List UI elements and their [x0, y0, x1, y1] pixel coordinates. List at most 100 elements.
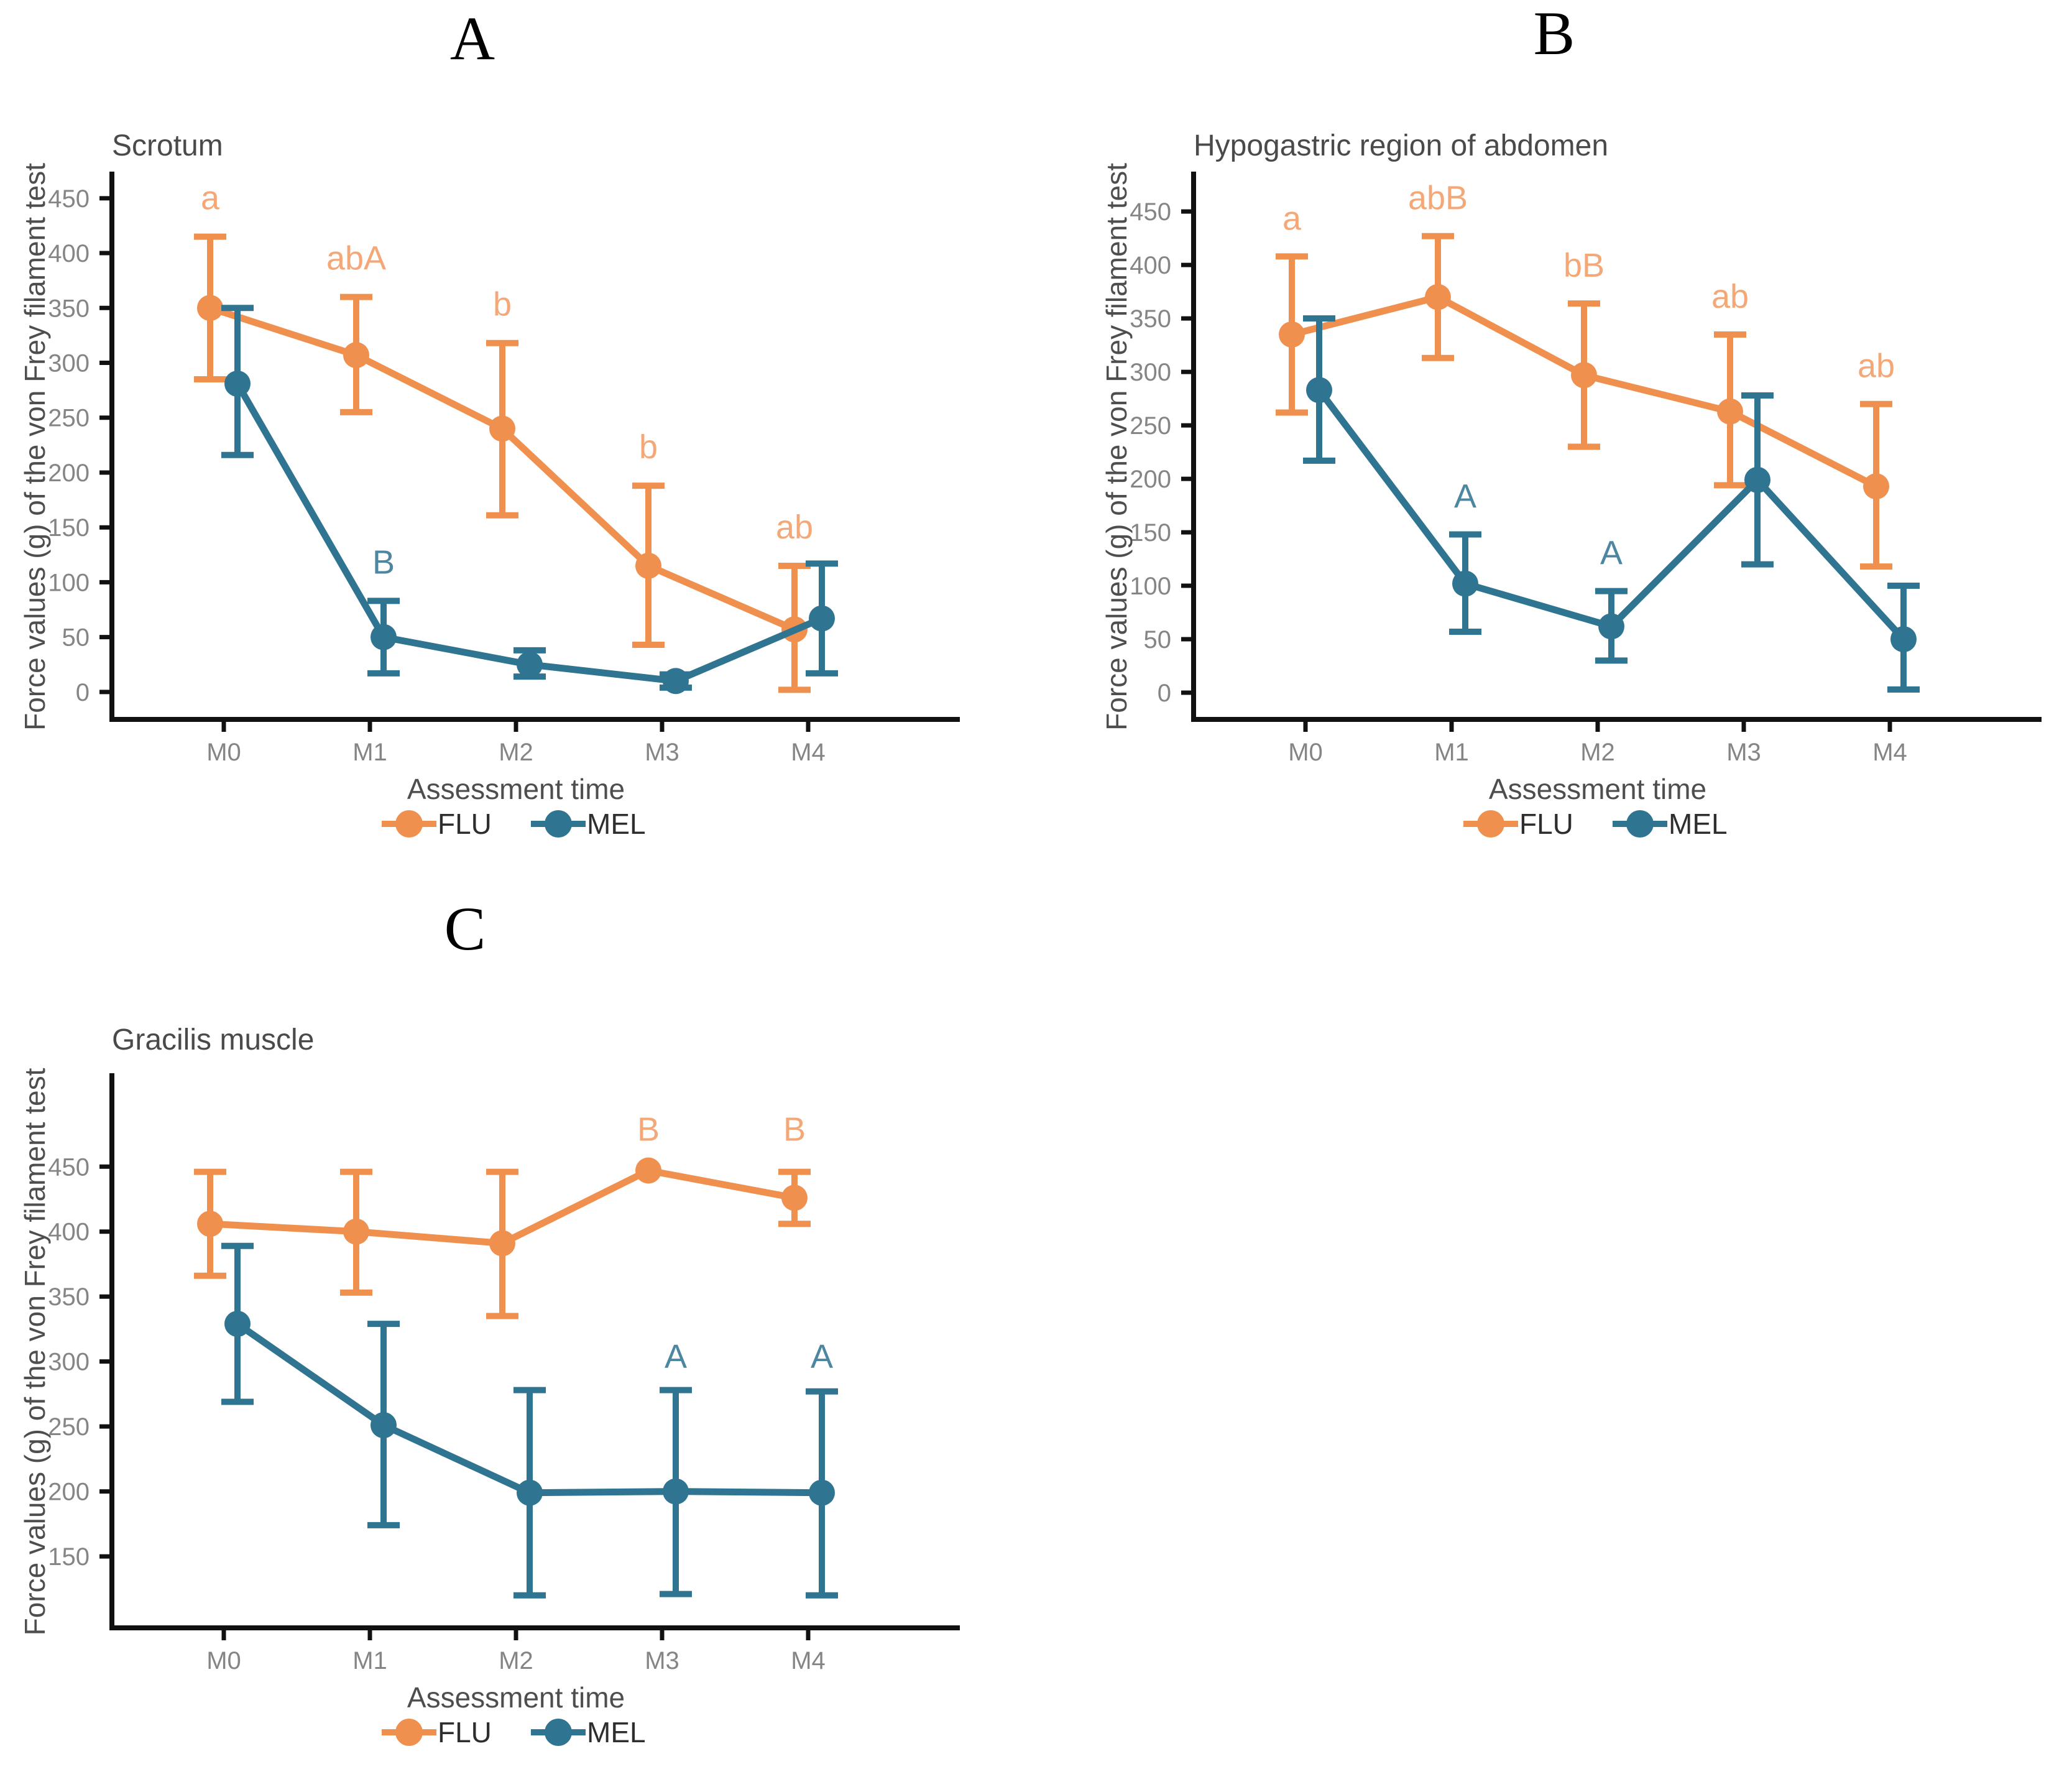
data-point-mel	[224, 371, 251, 397]
y-tick-label: 300	[48, 1349, 90, 1376]
y-tick-label: 450	[1130, 198, 1171, 226]
y-tick-label: 150	[1130, 519, 1171, 547]
y-tick-label: 450	[48, 185, 90, 213]
data-point-flu	[635, 1157, 661, 1184]
significance-letter: a	[201, 179, 220, 216]
y-tick-label: 300	[1130, 359, 1171, 386]
data-point-mel	[371, 1412, 397, 1439]
x-tick-label: M3	[645, 1647, 679, 1674]
y-tick-label: 250	[48, 405, 90, 432]
significance-letter: b	[639, 428, 658, 466]
significance-letter: a	[1282, 200, 1302, 237]
significance-letter: A	[665, 1338, 687, 1375]
data-point-flu	[1717, 398, 1743, 425]
data-point-flu	[343, 342, 369, 369]
legend-key-dot-flu	[1477, 810, 1504, 838]
y-tick-label: 350	[1130, 305, 1171, 333]
data-point-flu	[489, 1230, 515, 1257]
panel-letter-b: B	[1533, 0, 1575, 68]
data-point-mel	[1744, 466, 1770, 493]
significance-letter: B	[637, 1111, 660, 1148]
y-tick-label: 200	[48, 1479, 90, 1506]
significance-letter: A	[1600, 535, 1623, 572]
data-point-flu	[343, 1218, 369, 1245]
data-point-mel	[663, 1478, 689, 1505]
x-tick-label: M4	[791, 739, 826, 766]
x-tick-label: M2	[499, 739, 533, 766]
significance-letter: B	[372, 543, 395, 581]
y-tick-label: 300	[48, 350, 90, 377]
x-axis-title: Assessment time	[1489, 773, 1706, 805]
y-tick-label: 150	[48, 514, 90, 542]
series-line-mel	[234, 382, 824, 685]
y-tick-label: 450	[48, 1153, 90, 1181]
chart-title: Gracilis muscle	[112, 1023, 314, 1056]
x-tick-label: M3	[1726, 739, 1761, 766]
x-tick-label: M2	[1580, 739, 1615, 766]
data-point-flu	[1863, 473, 1889, 500]
y-tick-label: 250	[48, 1413, 90, 1441]
significance-letter: abB	[1408, 180, 1468, 217]
legend-label-flu: FLU	[438, 1716, 492, 1748]
data-point-mel	[809, 605, 835, 632]
y-tick-label: 200	[48, 460, 90, 487]
y-tick-label: 0	[1158, 680, 1171, 707]
data-point-mel	[371, 624, 397, 650]
x-tick-label: M1	[1434, 739, 1469, 766]
hypogastric-line-chart: Hypogastric region of abdomen 0 50 100 150 20…	[1100, 129, 2042, 840]
y-tick-label: 0	[76, 679, 90, 706]
data-point-flu	[197, 1211, 223, 1237]
y-tick-label: 100	[48, 569, 90, 596]
y-axis-title: Force values (g) of the von Frey filamen…	[19, 163, 51, 731]
panel-letter-a: A	[449, 4, 495, 73]
x-tick-label: M4	[1872, 739, 1907, 766]
significance-letter: abA	[326, 240, 386, 277]
chart-scrotum: Scrotum 0 50 100 150 200 250 300 350 400 450 M0 M1 M2…	[19, 106, 970, 861]
x-tick-label: M3	[645, 739, 679, 766]
legend-key-dot-mel	[1626, 810, 1654, 838]
data-point-flu	[1279, 321, 1305, 348]
significance-letter: A	[811, 1338, 833, 1375]
data-point-flu	[1571, 362, 1597, 389]
data-point-mel	[809, 1479, 835, 1506]
data-point-mel	[1452, 570, 1478, 597]
y-tick-label: 50	[62, 624, 90, 652]
data-point-mel	[1306, 377, 1332, 404]
x-tick-label: M4	[791, 1647, 826, 1674]
y-tick-label: 250	[1130, 412, 1171, 440]
y-tick-label: 400	[48, 240, 90, 267]
legend-label-mel: MEL	[587, 1716, 646, 1748]
legend-key-dot-flu	[395, 1719, 423, 1746]
y-axis-title: Force values (g) of the von Frey filamen…	[1100, 163, 1133, 731]
significance-letter: A	[1454, 478, 1476, 515]
y-tick-label: 400	[48, 1219, 90, 1246]
data-point-flu	[1425, 284, 1451, 310]
significance-letter: b	[493, 286, 512, 323]
y-tick-label: 50	[1144, 626, 1172, 654]
y-axis-title: Force values (g) of the von Frey filamen…	[19, 1068, 51, 1635]
significance-letter: ab	[1858, 348, 1895, 385]
scrotum-line-chart: Scrotum 0 50 100 150 200 250 300 350 400 450 M0 M1 M2…	[19, 129, 960, 840]
significance-letter: ab	[1711, 278, 1749, 315]
panel-letter-c: C	[444, 894, 486, 963]
x-axis-title: Assessment time	[407, 1681, 625, 1714]
chart-hypogastric-abdomen: Hypogastric region of abdomen 0 50 100 150 20…	[1100, 106, 2051, 861]
legend-label-flu: FLU	[1519, 808, 1573, 840]
data-point-flu	[635, 552, 661, 579]
data-point-mel	[517, 651, 543, 678]
y-tick-label: 100	[1130, 573, 1171, 600]
legend-key-dot-mel	[545, 1719, 572, 1746]
data-point-mel	[663, 668, 689, 695]
x-tick-label: M0	[206, 739, 241, 766]
y-tick-label: 400	[1130, 252, 1171, 279]
gracilis-line-chart: Gracilis muscle 150 200 250 300 350 400 450 M0 M1…	[19, 1023, 960, 1748]
legend-key-dot-mel	[545, 810, 572, 838]
legend-label-mel: MEL	[1669, 808, 1728, 840]
data-point-flu	[489, 415, 515, 442]
y-tick-label: 350	[48, 1283, 90, 1311]
data-point-flu	[781, 1185, 808, 1211]
data-point-mel	[1598, 613, 1624, 640]
chart-gracilis-muscle: Gracilis muscle 150 200 250 300 350 400 450 M0 M1…	[19, 1007, 970, 1792]
significance-letter: ab	[776, 509, 813, 546]
